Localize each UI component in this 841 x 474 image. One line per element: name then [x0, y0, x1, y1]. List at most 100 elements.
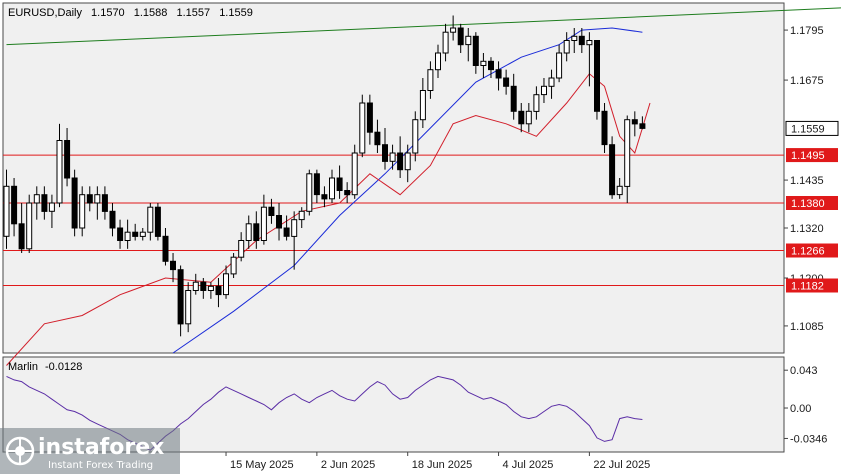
candle [525, 103, 532, 133]
candle [86, 186, 93, 212]
moving-average-blue [172, 27, 643, 354]
candle-body-bull [94, 194, 101, 204]
candle-body-bull [245, 223, 252, 242]
price-tick-label: 1.1675 [790, 75, 824, 87]
main-pane [2, 2, 785, 354]
date-tick-label: 22 Jul 2025 [593, 459, 650, 471]
price-tick-label: 1.1795 [790, 25, 824, 37]
candle [283, 215, 290, 241]
candle [578, 28, 585, 53]
date-tick-label: 2 Jun 2025 [321, 459, 375, 471]
candle-body-bull [525, 110, 532, 125]
candle [298, 207, 305, 228]
candle [33, 186, 40, 220]
candle [442, 23, 449, 62]
candle-body-bull [260, 206, 267, 241]
candle-body-bull [389, 152, 396, 162]
candle-body-bull [480, 60, 487, 66]
candle-body-bear [601, 110, 608, 146]
symbol-timeframe: EURUSD,Daily [8, 7, 82, 19]
candle [457, 23, 464, 53]
candle-body-bear [313, 173, 320, 196]
candle [223, 265, 229, 299]
candle [639, 116, 646, 130]
candle [321, 186, 328, 208]
watermark-tagline: Instant Forex Trading [48, 460, 153, 471]
candle-body-bear [109, 210, 116, 229]
candle [389, 144, 396, 170]
candle [56, 123, 63, 208]
candle [215, 278, 222, 308]
candle [238, 232, 245, 262]
candle [3, 169, 10, 249]
candle-body-bull [541, 85, 547, 96]
candle [359, 94, 366, 158]
candle [207, 282, 214, 299]
candle-body-bear [71, 177, 78, 229]
candle-body-bear [472, 35, 479, 66]
candle-body-bull [79, 194, 86, 229]
candle-body-bear [101, 194, 108, 212]
candle-body-bear [366, 102, 373, 133]
candle-body-bear [488, 60, 494, 71]
candle [276, 203, 282, 241]
candle [71, 169, 78, 237]
candle [541, 78, 547, 103]
candle-body-bear [578, 35, 585, 46]
candle [450, 15, 457, 41]
candle-body-bear [510, 85, 517, 112]
candle [268, 198, 275, 224]
candle-body-bear [639, 123, 646, 129]
price-tick-label: 1.1435 [790, 175, 824, 187]
candle-body-bull [192, 281, 199, 292]
candle [200, 278, 207, 299]
chart-header: EURUSD,Daily 1.1570 1.1588 1.1557 1.1559 [8, 7, 253, 19]
candle [488, 57, 494, 78]
candle [245, 215, 252, 249]
candle [101, 186, 108, 220]
candle-body-bull [465, 35, 472, 46]
candle-body-bull [207, 285, 214, 291]
candle-body-bear [631, 119, 638, 125]
candle-body-bull [185, 290, 192, 325]
candle-body-bull [124, 231, 131, 241]
candle [291, 211, 298, 270]
candle-body-bull [442, 31, 449, 54]
ohlc-open: 1.1570 [91, 7, 125, 19]
level-price-badge [786, 148, 838, 163]
candle-body-bear [518, 110, 525, 125]
candle-body-bear [86, 194, 93, 204]
candle [548, 69, 555, 99]
candle [533, 86, 540, 120]
candle [64, 128, 71, 187]
indicator-tick-label: 0.00 [790, 403, 811, 415]
candle [382, 128, 388, 170]
candle [586, 32, 593, 87]
candle [94, 186, 101, 220]
candle [253, 211, 260, 249]
candle-body-bull [147, 206, 154, 233]
level-price-badge [786, 196, 838, 210]
candle [412, 111, 419, 162]
candle-body-bear [495, 69, 502, 79]
indicator-value: -0.0128 [45, 361, 82, 373]
candle-body-bull [230, 256, 237, 275]
candle [624, 115, 631, 203]
candle-body-bear [215, 285, 222, 296]
candle [336, 165, 343, 199]
candle [366, 94, 373, 145]
candle-body-bull [306, 173, 313, 212]
candle-body-bear [18, 223, 25, 250]
current-price-badge [785, 120, 839, 136]
price-tick-label: 1.1085 [790, 321, 824, 333]
candle-body-bear [268, 206, 275, 216]
candle-body-bear [609, 144, 616, 196]
candle [609, 136, 616, 199]
date-tick-label: 4 Jul 2025 [503, 459, 554, 471]
candle [480, 53, 487, 78]
indicator-tick-label: 0.043 [790, 365, 818, 377]
indicator-tick-label: -0.0346 [790, 433, 827, 445]
candle [329, 169, 335, 203]
candle [260, 194, 267, 245]
